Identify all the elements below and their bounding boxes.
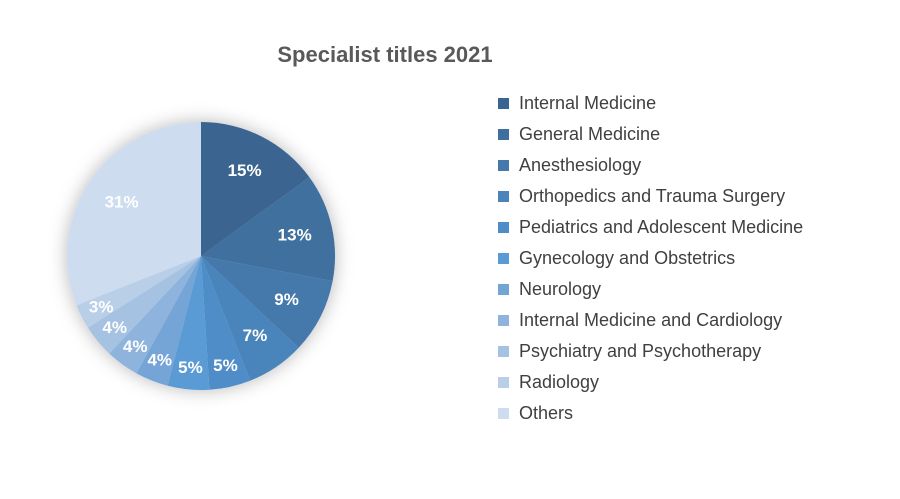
slice-label-8: 4% — [123, 337, 148, 356]
slice-label-11: 31% — [105, 193, 139, 212]
legend-item: Gynecology and Obstetrics — [498, 243, 803, 274]
legend-label: Internal Medicine — [519, 93, 657, 113]
legend-swatch — [498, 191, 509, 202]
legend-swatch — [498, 315, 509, 326]
legend-swatch — [498, 129, 509, 140]
legend-swatch — [498, 408, 509, 419]
legend-label: Pediatrics and Adolescent Medicine — [519, 217, 804, 237]
pie-slice-1 — [201, 122, 310, 256]
legend-label: Others — [519, 403, 574, 423]
legend-label: Anesthesiology — [519, 155, 642, 175]
pie-slice-8 — [109, 256, 201, 374]
legend-label: Psychiatry and Psychotherapy — [519, 341, 762, 361]
slice-label-7: 4% — [147, 351, 172, 370]
pie-slice-6 — [167, 256, 210, 390]
pie-slice-7 — [136, 256, 201, 386]
slice-label-6: 5% — [178, 358, 203, 377]
legend-item: Pediatrics and Adolescent Medicine — [498, 212, 803, 243]
legend-swatch — [498, 253, 509, 264]
pie-slice-10 — [76, 256, 201, 328]
legend-label: General Medicine — [519, 124, 661, 144]
legend-swatch — [498, 160, 509, 171]
slice-label-10: 3% — [89, 297, 114, 316]
pie-slice-4 — [201, 256, 299, 381]
legend-swatch — [498, 98, 509, 109]
legend-item: Radiology — [498, 367, 803, 398]
legend-label: Orthopedics and Trauma Surgery — [519, 186, 786, 206]
legend-item: Others — [498, 398, 803, 429]
slice-label-1: 15% — [228, 161, 262, 180]
slice-label-9: 4% — [102, 318, 127, 337]
slice-label-5: 5% — [213, 356, 238, 375]
legend-label: Internal Medicine and Cardiology — [519, 310, 783, 330]
pie-slice-11 — [67, 122, 202, 306]
legend-label: Gynecology and Obstetrics — [519, 248, 736, 268]
legend-swatch — [498, 377, 509, 388]
pie-slice-3 — [201, 256, 333, 348]
pie-slice-2 — [201, 177, 335, 282]
pie-slice-5 — [201, 256, 251, 390]
chart-title: Specialist titles 2021 — [277, 42, 493, 67]
pie-slice-9 — [87, 256, 201, 354]
legend-item: Neurology — [498, 274, 803, 305]
legend-item: Psychiatry and Psychotherapy — [498, 336, 803, 367]
legend-item: General Medicine — [498, 119, 803, 150]
legend-item: Internal Medicine — [498, 88, 803, 119]
slice-label-3: 9% — [274, 290, 299, 309]
legend-swatch — [498, 346, 509, 357]
slice-label-2: 13% — [278, 226, 312, 245]
legend-item: Orthopedics and Trauma Surgery — [498, 181, 803, 212]
slice-label-4: 7% — [243, 326, 268, 345]
legend-label: Radiology — [519, 372, 600, 392]
legend-item: Anesthesiology — [498, 150, 803, 181]
legend-swatch — [498, 284, 509, 295]
legend-item: Internal Medicine and Cardiology — [498, 305, 803, 336]
legend-swatch — [498, 222, 509, 233]
legend-label: Neurology — [519, 279, 602, 299]
legend: Internal Medicine General Medicine Anesthe… — [498, 88, 803, 429]
